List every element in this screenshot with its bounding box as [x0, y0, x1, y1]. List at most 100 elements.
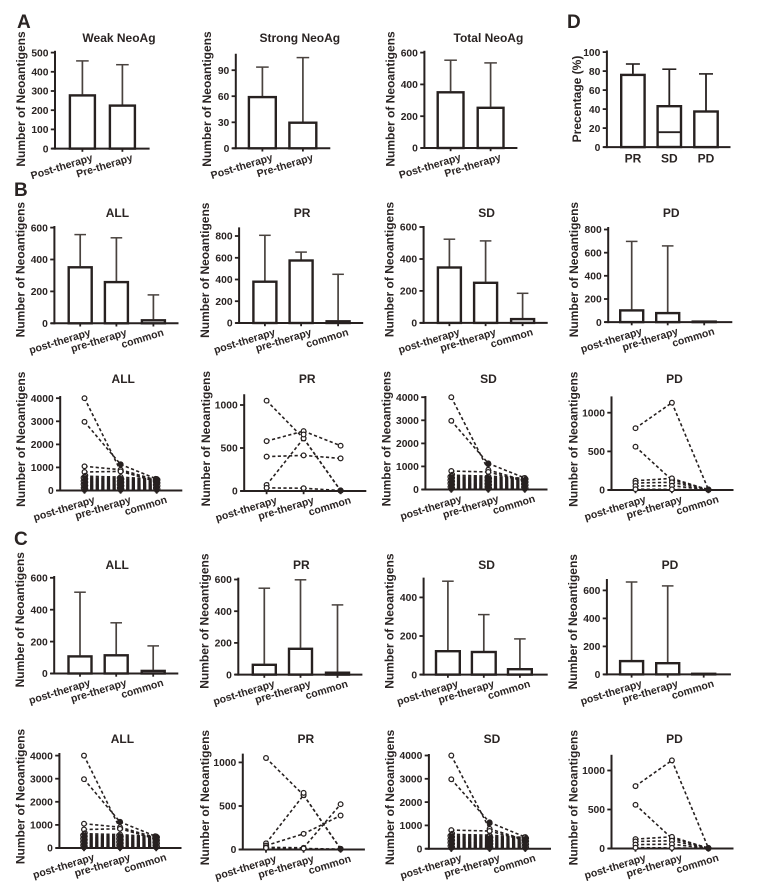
svg-text:200: 200 [215, 639, 232, 650]
svg-text:800: 800 [215, 232, 232, 243]
svg-text:0: 0 [596, 318, 602, 329]
svg-text:400: 400 [31, 605, 48, 616]
svg-text:1000: 1000 [31, 463, 54, 474]
svg-text:20: 20 [589, 124, 601, 135]
svg-text:200: 200 [31, 637, 48, 648]
svg-text:400: 400 [400, 593, 417, 604]
svg-text:0: 0 [412, 144, 418, 155]
svg-text:0: 0 [42, 319, 48, 330]
svg-text:600: 600 [215, 575, 232, 586]
svg-text:600: 600 [31, 574, 48, 585]
svg-text:Number of Neoantigens: Number of Neoantigens [383, 201, 397, 337]
svg-text:0: 0 [413, 485, 419, 496]
svg-text:500: 500 [588, 447, 605, 458]
svg-text:PR: PR [625, 151, 642, 165]
svg-text:600: 600 [215, 253, 232, 264]
svg-text:SD: SD [661, 151, 678, 165]
svg-text:3000: 3000 [399, 775, 422, 786]
svg-text:ALL: ALL [112, 372, 135, 386]
svg-text:400: 400 [31, 255, 48, 266]
svg-text:1000: 1000 [582, 408, 605, 419]
svg-text:0: 0 [599, 486, 605, 497]
svg-text:2000: 2000 [396, 439, 419, 450]
svg-text:400: 400 [401, 80, 418, 91]
svg-text:Number of Neoantigens: Number of Neoantigens [383, 729, 397, 865]
svg-text:Number of Neoantigens: Number of Neoantigens [14, 31, 28, 167]
svg-text:600: 600 [585, 248, 602, 259]
svg-text:0: 0 [417, 844, 423, 855]
svg-text:2000: 2000 [30, 798, 53, 809]
svg-text:PR: PR [293, 558, 310, 572]
svg-text:ALL: ALL [106, 206, 129, 220]
svg-text:1000: 1000 [213, 758, 236, 769]
svg-text:2000: 2000 [31, 440, 54, 451]
svg-text:SD: SD [478, 558, 495, 572]
svg-text:90: 90 [218, 66, 230, 77]
svg-text:500: 500 [588, 805, 605, 816]
svg-text:Number of Neoantigens: Number of Neoantigens [13, 729, 27, 865]
svg-text:Number of Neoantigens: Number of Neoantigens [198, 730, 212, 866]
svg-text:Total NeoAg: Total NeoAg [454, 31, 524, 45]
svg-text:0: 0 [411, 670, 417, 681]
svg-text:PD: PD [666, 372, 683, 386]
svg-text:SD: SD [478, 206, 495, 220]
svg-text:Number of Neoantigens: Number of Neoantigens [379, 371, 393, 507]
svg-text:400: 400 [31, 68, 48, 79]
svg-text:Number of Neoantigens: Number of Neoantigens [566, 554, 580, 690]
svg-text:400: 400 [215, 275, 232, 286]
svg-text:0: 0 [224, 144, 230, 155]
svg-text:200: 200 [583, 642, 600, 653]
svg-text:0: 0 [43, 144, 49, 155]
svg-text:200: 200 [31, 287, 48, 298]
svg-text:3000: 3000 [30, 774, 53, 785]
svg-text:A: A [17, 12, 31, 33]
svg-text:200: 200 [400, 632, 417, 643]
svg-text:0: 0 [411, 319, 417, 330]
svg-text:Weak NeoAg: Weak NeoAg [82, 31, 155, 45]
svg-text:Number of Neoantigens: Number of Neoantigens [199, 371, 213, 507]
svg-text:PR: PR [299, 372, 316, 386]
svg-text:60: 60 [589, 86, 601, 97]
svg-text:3000: 3000 [396, 416, 419, 427]
svg-text:500: 500 [221, 444, 238, 455]
svg-text:ALL: ALL [106, 558, 129, 572]
svg-text:PD: PD [698, 151, 715, 165]
svg-text:Number of Neoantigens: Number of Neoantigens [13, 202, 27, 338]
svg-text:4000: 4000 [396, 393, 419, 404]
svg-text:PD: PD [666, 732, 683, 746]
svg-text:1000: 1000 [215, 401, 238, 412]
svg-text:PR: PR [297, 732, 314, 746]
svg-text:0: 0 [595, 670, 601, 681]
svg-text:Number of Neoantigens: Number of Neoantigens [200, 31, 214, 167]
svg-text:0: 0 [232, 487, 238, 498]
svg-text:400: 400 [583, 614, 600, 625]
svg-text:200: 200 [215, 297, 232, 308]
svg-text:0: 0 [599, 844, 605, 855]
svg-text:1000: 1000 [399, 821, 422, 832]
svg-text:600: 600 [583, 586, 600, 597]
svg-text:Number of Neoantigens: Number of Neoantigens [13, 552, 27, 688]
svg-text:500: 500 [219, 802, 236, 813]
svg-text:Number of Neoantigens: Number of Neoantigens [566, 730, 580, 866]
svg-text:0: 0 [595, 143, 601, 154]
svg-text:200: 200 [401, 112, 418, 123]
svg-text:1000: 1000 [396, 462, 419, 473]
svg-text:200: 200 [585, 295, 602, 306]
svg-text:Number of Neoantigens: Number of Neoantigens [198, 202, 212, 338]
svg-text:800: 800 [585, 225, 602, 236]
svg-text:3000: 3000 [31, 417, 54, 428]
svg-text:PD: PD [663, 206, 680, 220]
svg-text:Number of Neoantigens: Number of Neoantigens [14, 371, 28, 507]
svg-text:400: 400 [215, 607, 232, 618]
svg-text:600: 600 [400, 223, 417, 234]
svg-text:600: 600 [401, 48, 418, 59]
svg-text:Number of Neoantigens: Number of Neoantigens [567, 371, 581, 507]
svg-text:PR: PR [294, 206, 311, 220]
svg-text:30: 30 [218, 118, 230, 129]
svg-text:60: 60 [218, 92, 230, 103]
svg-text:100: 100 [583, 48, 600, 59]
svg-text:Number of Neoantigens: Number of Neoantigens [383, 553, 397, 689]
svg-text:Strong NeoAg: Strong NeoAg [259, 31, 340, 45]
svg-text:B: B [14, 180, 28, 201]
svg-text:4000: 4000 [399, 751, 422, 762]
